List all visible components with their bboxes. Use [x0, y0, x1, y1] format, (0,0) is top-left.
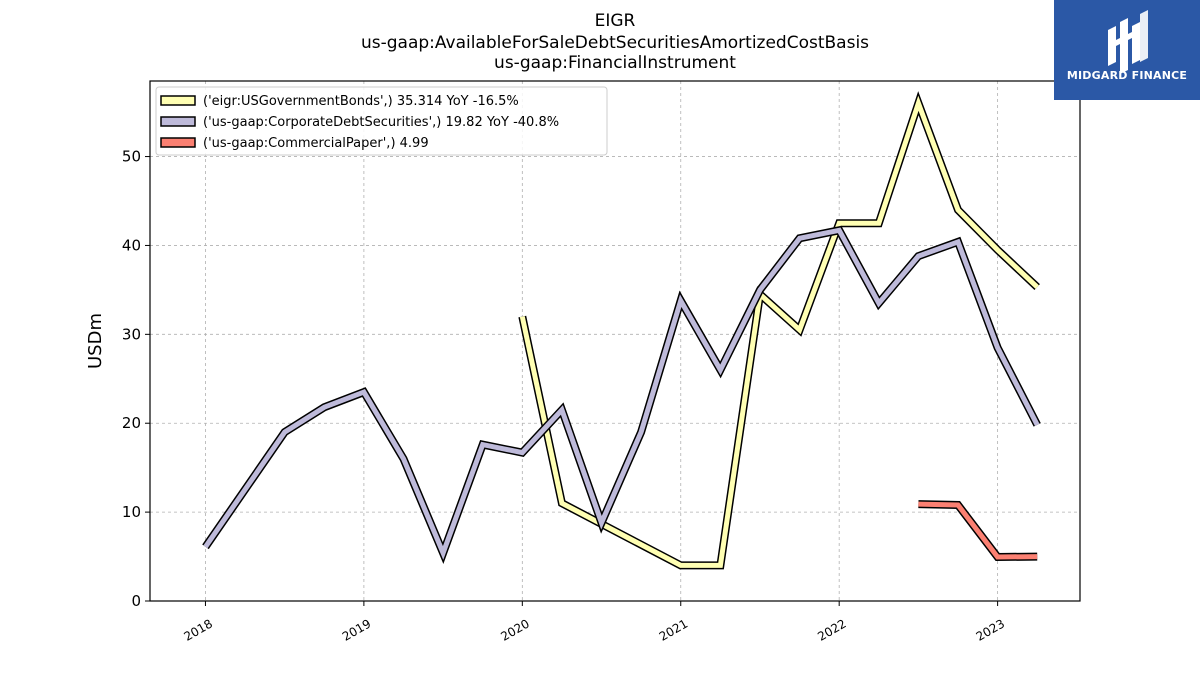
x-tick-label: 2019 — [340, 616, 373, 643]
series-2-line — [918, 501, 1038, 560]
legend-label-2: ('us-gaap:CommercialPaper',) 4.99 — [203, 136, 429, 151]
series-0-line — [519, 95, 1039, 568]
y-tick-label: 30 — [122, 325, 141, 343]
plot-area-frame — [149, 80, 1081, 602]
series-1-outline — [202, 225, 1041, 564]
logo-text: MIDGARD FINANCE — [1066, 69, 1188, 82]
y-axis-label: USDm — [85, 313, 106, 369]
chart-subtitle-2: us-gaap:FinancialInstrument — [494, 53, 736, 73]
x-tick-label: 2020 — [498, 616, 531, 643]
y-tick-label: 0 — [131, 592, 141, 610]
series-0-outline — [518, 91, 1040, 570]
legend-label-1: ('us-gaap:CorporateDebtSecurities',) 19.… — [203, 115, 559, 130]
y-tick-label: 10 — [122, 503, 141, 521]
chart-subtitle-1: us-gaap:AvailableForSaleDebtSecuritiesAm… — [361, 33, 869, 53]
legend-swatch-2 — [160, 137, 196, 148]
logo-mark-icon — [1108, 10, 1148, 74]
legend: ('eigr:USGovernmentBonds',) 35.314 YoY -… — [155, 86, 608, 156]
chart-title: EIGR — [595, 11, 636, 31]
brand-logo: MIDGARD FINANCE — [1054, 0, 1200, 100]
x-tick-label: 2021 — [657, 616, 690, 643]
legend-box — [155, 86, 608, 156]
y-tick-label: 40 — [122, 236, 141, 254]
x-tick-label: 2022 — [815, 616, 848, 643]
legend-swatch-0 — [160, 95, 196, 106]
grid — [150, 81, 1080, 602]
legend-label-0: ('eigr:USGovernmentBonds',) 35.314 YoY -… — [203, 94, 519, 109]
y-tick-label: 20 — [122, 414, 141, 432]
x-tick-label: 2023 — [974, 616, 1007, 643]
series-layer — [202, 91, 1041, 570]
y-tick-label: 50 — [122, 148, 141, 166]
series-1-line — [203, 227, 1040, 560]
x-tick-label: 2018 — [181, 616, 214, 643]
legend-swatch-1 — [160, 116, 196, 127]
